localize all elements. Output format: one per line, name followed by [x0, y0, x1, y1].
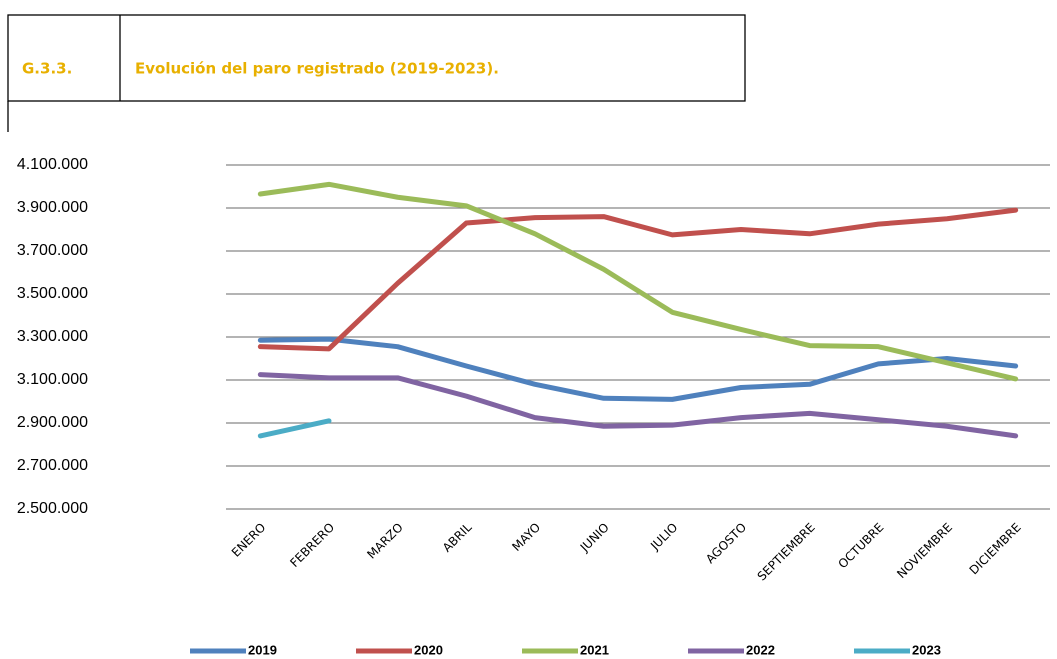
- x-tick-label: ENERO: [229, 520, 269, 560]
- legend-label: 2020: [414, 642, 443, 657]
- y-tick-label: 3.300.000: [17, 328, 88, 345]
- series-line: [257, 372, 1019, 439]
- y-tick-label: 2.900.000: [17, 414, 88, 431]
- legend-label: 2021: [580, 642, 609, 657]
- x-tick-label: MARZO: [364, 520, 405, 561]
- series-line: [257, 181, 1019, 382]
- x-tick-label: MAYO: [509, 520, 543, 554]
- x-tick-label: JULIO: [647, 520, 680, 553]
- x-tick-label: NOVIEMBRE: [894, 520, 955, 581]
- y-tick-label: 3.900.000: [17, 199, 88, 216]
- y-tick-label: 3.500.000: [17, 285, 88, 302]
- legend-label: 2019: [248, 642, 277, 657]
- series-line: [257, 207, 1019, 352]
- figure-code: G.3.3.: [22, 60, 72, 78]
- x-tick-label: AGOSTO: [703, 520, 749, 566]
- y-tick-label: 3.100.000: [17, 371, 88, 388]
- legend-label: 2023: [912, 642, 941, 657]
- x-tick-label: OCTUBRE: [835, 520, 886, 571]
- x-tick-label: JUNIO: [577, 520, 612, 555]
- y-tick-label: 4.100.000: [17, 156, 88, 173]
- legend-label: 2022: [746, 642, 775, 657]
- chart-title: Evolución del paro registrado (2019-2023…: [135, 60, 499, 78]
- x-tick-label: SEPTIEMBRE: [755, 520, 818, 583]
- y-tick-label: 3.700.000: [17, 242, 88, 259]
- series-line: [257, 336, 1019, 402]
- y-tick-label: 2.700.000: [17, 457, 88, 474]
- x-tick-label: ABRIL: [440, 520, 475, 555]
- x-tick-label: FEBRERO: [287, 520, 337, 570]
- header-box: [7, 14, 746, 102]
- x-tick-label: DICIEMBRE: [967, 520, 1024, 577]
- y-tick-label: 2.500.000: [17, 500, 88, 517]
- series-line: [257, 418, 332, 439]
